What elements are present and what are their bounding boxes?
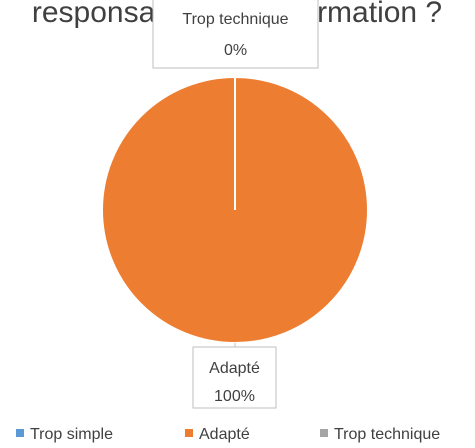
data-label-category: Trop technique [182,11,288,28]
data-label: 100% [214,388,255,405]
data-label-category: Adapté [209,360,260,377]
legend-label: Adapté [199,426,250,443]
data-label-box [192,346,277,409]
legend-swatch [320,429,328,437]
data-label: 0% [224,42,247,59]
legend-swatch [16,429,24,437]
legend-label: Trop simple [30,426,113,443]
legend-swatch [185,429,193,437]
legend-label: Trop technique [334,426,440,443]
data-label-box [152,0,319,69]
